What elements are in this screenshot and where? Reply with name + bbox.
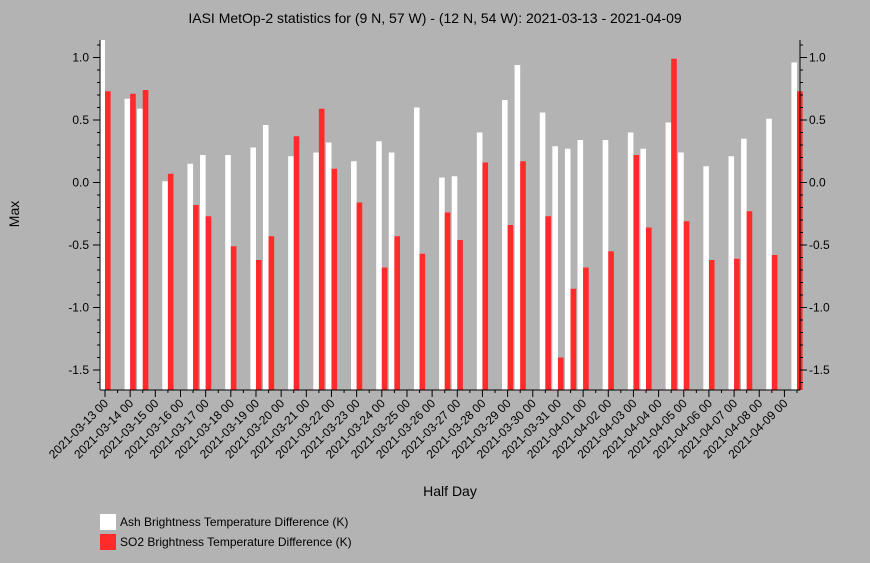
bar-so2-20 — [356, 202, 363, 390]
legend: Ash Brightness Temperature Difference (K… — [100, 512, 352, 552]
bar-so2-37 — [570, 288, 577, 390]
y-axis-label: Max — [6, 201, 22, 227]
bar-so2-27 — [444, 212, 451, 390]
bar-so2-15 — [293, 136, 300, 390]
y-tick-label-left: 1.0 — [72, 51, 89, 65]
bar-so2-7 — [193, 205, 199, 390]
bar-ash-10 — [225, 155, 231, 390]
bar-ash-32 — [502, 100, 508, 390]
bar-ash-55 — [791, 62, 797, 390]
axes-layer — [93, 40, 807, 397]
bar-so2-51 — [746, 211, 753, 390]
bar-so2-30 — [482, 162, 489, 390]
bar-ash-18 — [325, 142, 332, 390]
bar-ash-3 — [137, 108, 143, 390]
bar-so2-13 — [268, 236, 275, 390]
bar-ash-36 — [552, 146, 558, 390]
bar-ash-37 — [564, 148, 571, 390]
bar-ash-27 — [439, 177, 445, 390]
bar-ash-51 — [741, 138, 747, 390]
bar-so2-46 — [683, 221, 690, 390]
chart-title: IASI MetOp-2 statistics for (9 N, 57 W) … — [188, 10, 682, 26]
bar-so2-23 — [394, 236, 400, 390]
bar-so2-25 — [419, 253, 426, 390]
bar-so2-53 — [771, 255, 778, 390]
bar-so2-48 — [708, 260, 715, 390]
bar-so2-33 — [520, 161, 526, 390]
bar-so2-45 — [671, 58, 677, 390]
bar-so2-42 — [633, 155, 640, 390]
bar-ash-8 — [200, 155, 206, 390]
bar-so2-32 — [507, 225, 514, 390]
bar-ash-48 — [703, 166, 709, 390]
bar-so2-50 — [734, 258, 740, 390]
bar-so2-36 — [557, 357, 564, 390]
bar-so2-43 — [646, 227, 652, 390]
y-tick-label-left: -0.5 — [68, 238, 89, 252]
bar-so2-18 — [331, 168, 338, 390]
legend-item-ash: Ash Brightness Temperature Difference (K… — [100, 512, 352, 532]
bar-ash-53 — [766, 118, 772, 390]
legend-label-so2: SO2 Brightness Temperature Difference (K… — [120, 535, 352, 549]
bar-so2-28 — [457, 240, 463, 390]
bar-ash-42 — [627, 132, 634, 390]
y-tick-label-right: -1.0 — [809, 301, 830, 315]
bar-ash-17 — [313, 152, 319, 390]
bar-ash-22 — [376, 141, 382, 390]
bar-ash-38 — [577, 140, 584, 390]
bar-so2-35 — [545, 216, 551, 390]
legend-label-ash: Ash Brightness Temperature Difference (K… — [120, 515, 349, 529]
legend-swatch-so2 — [100, 534, 116, 550]
bar-so2-12 — [255, 260, 262, 390]
bar-so2-17 — [318, 108, 325, 390]
y-tick-label-left: -1.0 — [68, 301, 89, 315]
bar-so2-5 — [167, 173, 174, 390]
bar-ash-46 — [678, 152, 684, 390]
bar-ash-0 — [99, 40, 105, 390]
bar-so2-3 — [142, 90, 149, 390]
bar-ash-45 — [665, 122, 672, 390]
bar-so2-8 — [205, 216, 212, 390]
bar-ash-25 — [413, 107, 420, 390]
bar-ash-33 — [514, 65, 521, 390]
legend-swatch-ash — [100, 514, 116, 530]
bar-so2-22 — [381, 267, 388, 390]
y-tick-label-left: 0.5 — [72, 113, 89, 127]
legend-item-so2: SO2 Brightness Temperature Difference (K… — [100, 532, 352, 552]
y-tick-label-right: 0.5 — [809, 113, 826, 127]
bar-ash-35 — [539, 112, 546, 390]
y-tick-label-left: -1.5 — [68, 363, 89, 377]
y-tick-label-right: 0.0 — [809, 176, 826, 190]
y-tick-label-right: -1.5 — [809, 363, 830, 377]
bar-ash-40 — [602, 140, 609, 390]
bar-ash-50 — [728, 156, 735, 390]
bar-so2-38 — [583, 267, 589, 390]
x-axis-label: Half Day — [423, 483, 477, 499]
y-tick-label-left: 0.0 — [72, 176, 89, 190]
bar-ash-28 — [451, 176, 458, 390]
bar-so2-40 — [608, 251, 614, 390]
y-tick-labels-left: -1.5 -1.0 -0.5 0.0 0.5 1.0 — [68, 51, 89, 378]
bar-ash-7 — [187, 163, 194, 390]
bars-layer — [99, 40, 803, 390]
bar-ash-23 — [388, 152, 395, 390]
bar-ash-43 — [640, 148, 647, 390]
bar-ash-20 — [351, 161, 357, 390]
y-tick-label-right: 1.0 — [809, 51, 826, 65]
y-tick-labels-right: -1.5 -1.0 -0.5 0.0 0.5 1.0 — [809, 51, 830, 378]
bar-ash-12 — [250, 147, 256, 390]
y-tick-label-right: -0.5 — [809, 238, 830, 252]
bar-ash-30 — [476, 132, 483, 390]
bar-so2-10 — [230, 246, 237, 390]
bar-so2-2 — [130, 93, 136, 390]
bar-ash-5 — [162, 181, 168, 390]
bar-ash-15 — [288, 156, 294, 390]
bar-so2-0 — [105, 91, 111, 390]
bar-ash-13 — [262, 125, 269, 390]
bar-ash-2 — [124, 98, 131, 390]
